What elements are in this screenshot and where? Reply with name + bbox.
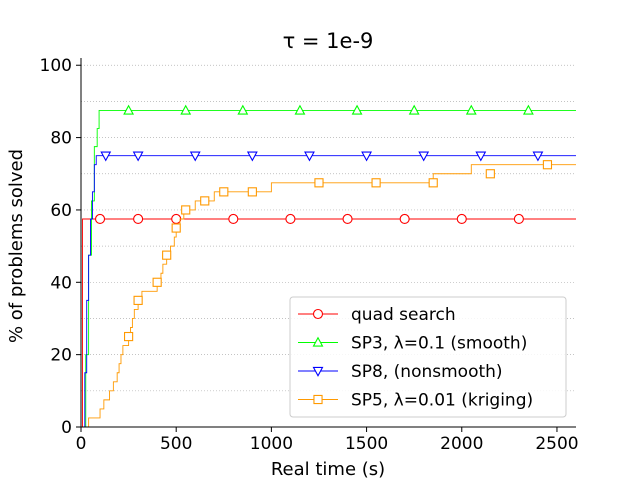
data-point	[485, 169, 495, 179]
data-point	[418, 151, 430, 162]
axes-layer	[80, 58, 576, 428]
y-tick-label: 80	[50, 129, 72, 149]
legend-label: quad search	[351, 305, 456, 325]
legend-marker	[312, 336, 324, 347]
data-point	[133, 213, 144, 225]
data-point	[180, 104, 192, 115]
y-axis-label: % of problems solved	[6, 149, 27, 343]
y-tick-label: 0	[61, 418, 72, 438]
data-point	[351, 104, 363, 115]
ticks-layer: 0 500 1000 1500 2000 2500 0 20 40 60 80 100	[40, 56, 579, 454]
data-point	[189, 151, 201, 162]
data-point	[237, 104, 249, 115]
series-line	[81, 110, 576, 428]
x-tick-label: 1000	[250, 434, 293, 454]
data-point	[94, 213, 106, 225]
y-tick-label: 20	[50, 346, 72, 366]
data-point	[513, 213, 524, 225]
data-point	[171, 223, 181, 233]
x-tick-label: 2000	[440, 434, 483, 454]
data-point	[399, 213, 410, 225]
data-point	[132, 151, 144, 162]
x-axis-label: Real time (s)	[271, 459, 385, 480]
series-1	[81, 213, 576, 428]
data-point	[228, 213, 239, 225]
legend: quad search SP3, λ=0.1 (smooth) SP8, (nons…	[289, 296, 567, 418]
series-2	[81, 104, 576, 428]
x-tick-label: 2500	[535, 434, 578, 454]
data-point	[219, 187, 229, 197]
legend-box	[289, 296, 567, 418]
legend-item: SP5, λ=0.01 (kriging)	[298, 391, 533, 411]
data-point	[181, 205, 191, 215]
y-tick-label: 100	[40, 56, 72, 76]
data-point	[361, 151, 372, 162]
data-point	[294, 104, 306, 115]
data-point	[171, 213, 182, 225]
chart-title: τ = 1e-9	[283, 29, 374, 53]
legend-label: SP5, λ=0.01 (kriging)	[351, 391, 533, 411]
y-tick-label: 60	[50, 201, 72, 221]
data-point	[532, 151, 544, 162]
legend-label: SP3, λ=0.1 (smooth)	[351, 334, 527, 354]
data-point	[133, 295, 143, 305]
data-point	[100, 151, 112, 162]
y-tick-label: 40	[50, 273, 72, 293]
x-tick-label: 500	[160, 434, 192, 454]
data-point	[285, 213, 296, 225]
series-3	[81, 151, 576, 428]
legend-item: SP8, (nonsmooth)	[298, 362, 503, 382]
data-point	[371, 178, 381, 188]
data-point	[246, 151, 258, 162]
data-point	[456, 213, 467, 225]
data-point	[342, 213, 353, 225]
data-point	[247, 187, 257, 197]
data-point	[123, 331, 134, 342]
data-point	[428, 178, 438, 188]
legend-item: quad search	[298, 305, 456, 325]
legend-marker	[312, 308, 324, 320]
legend-label: SP8, (nonsmooth)	[351, 362, 503, 382]
series-layer	[81, 104, 576, 428]
data-point	[408, 104, 420, 115]
data-point	[314, 178, 324, 188]
data-point	[475, 151, 487, 162]
series-line	[81, 155, 576, 428]
data-point	[304, 151, 315, 162]
data-point	[123, 104, 135, 115]
data-point	[152, 277, 162, 287]
data-point	[522, 104, 534, 115]
data-point	[542, 160, 553, 170]
series-4	[81, 160, 576, 428]
x-tick-label: 0	[76, 434, 87, 454]
data-point	[465, 104, 477, 115]
legend-marker	[313, 394, 323, 405]
data-point	[162, 250, 172, 260]
data-point	[200, 196, 210, 206]
x-tick-label: 1500	[345, 434, 388, 454]
legend-marker	[312, 366, 324, 377]
legend-item: SP3, λ=0.1 (smooth)	[298, 334, 527, 354]
